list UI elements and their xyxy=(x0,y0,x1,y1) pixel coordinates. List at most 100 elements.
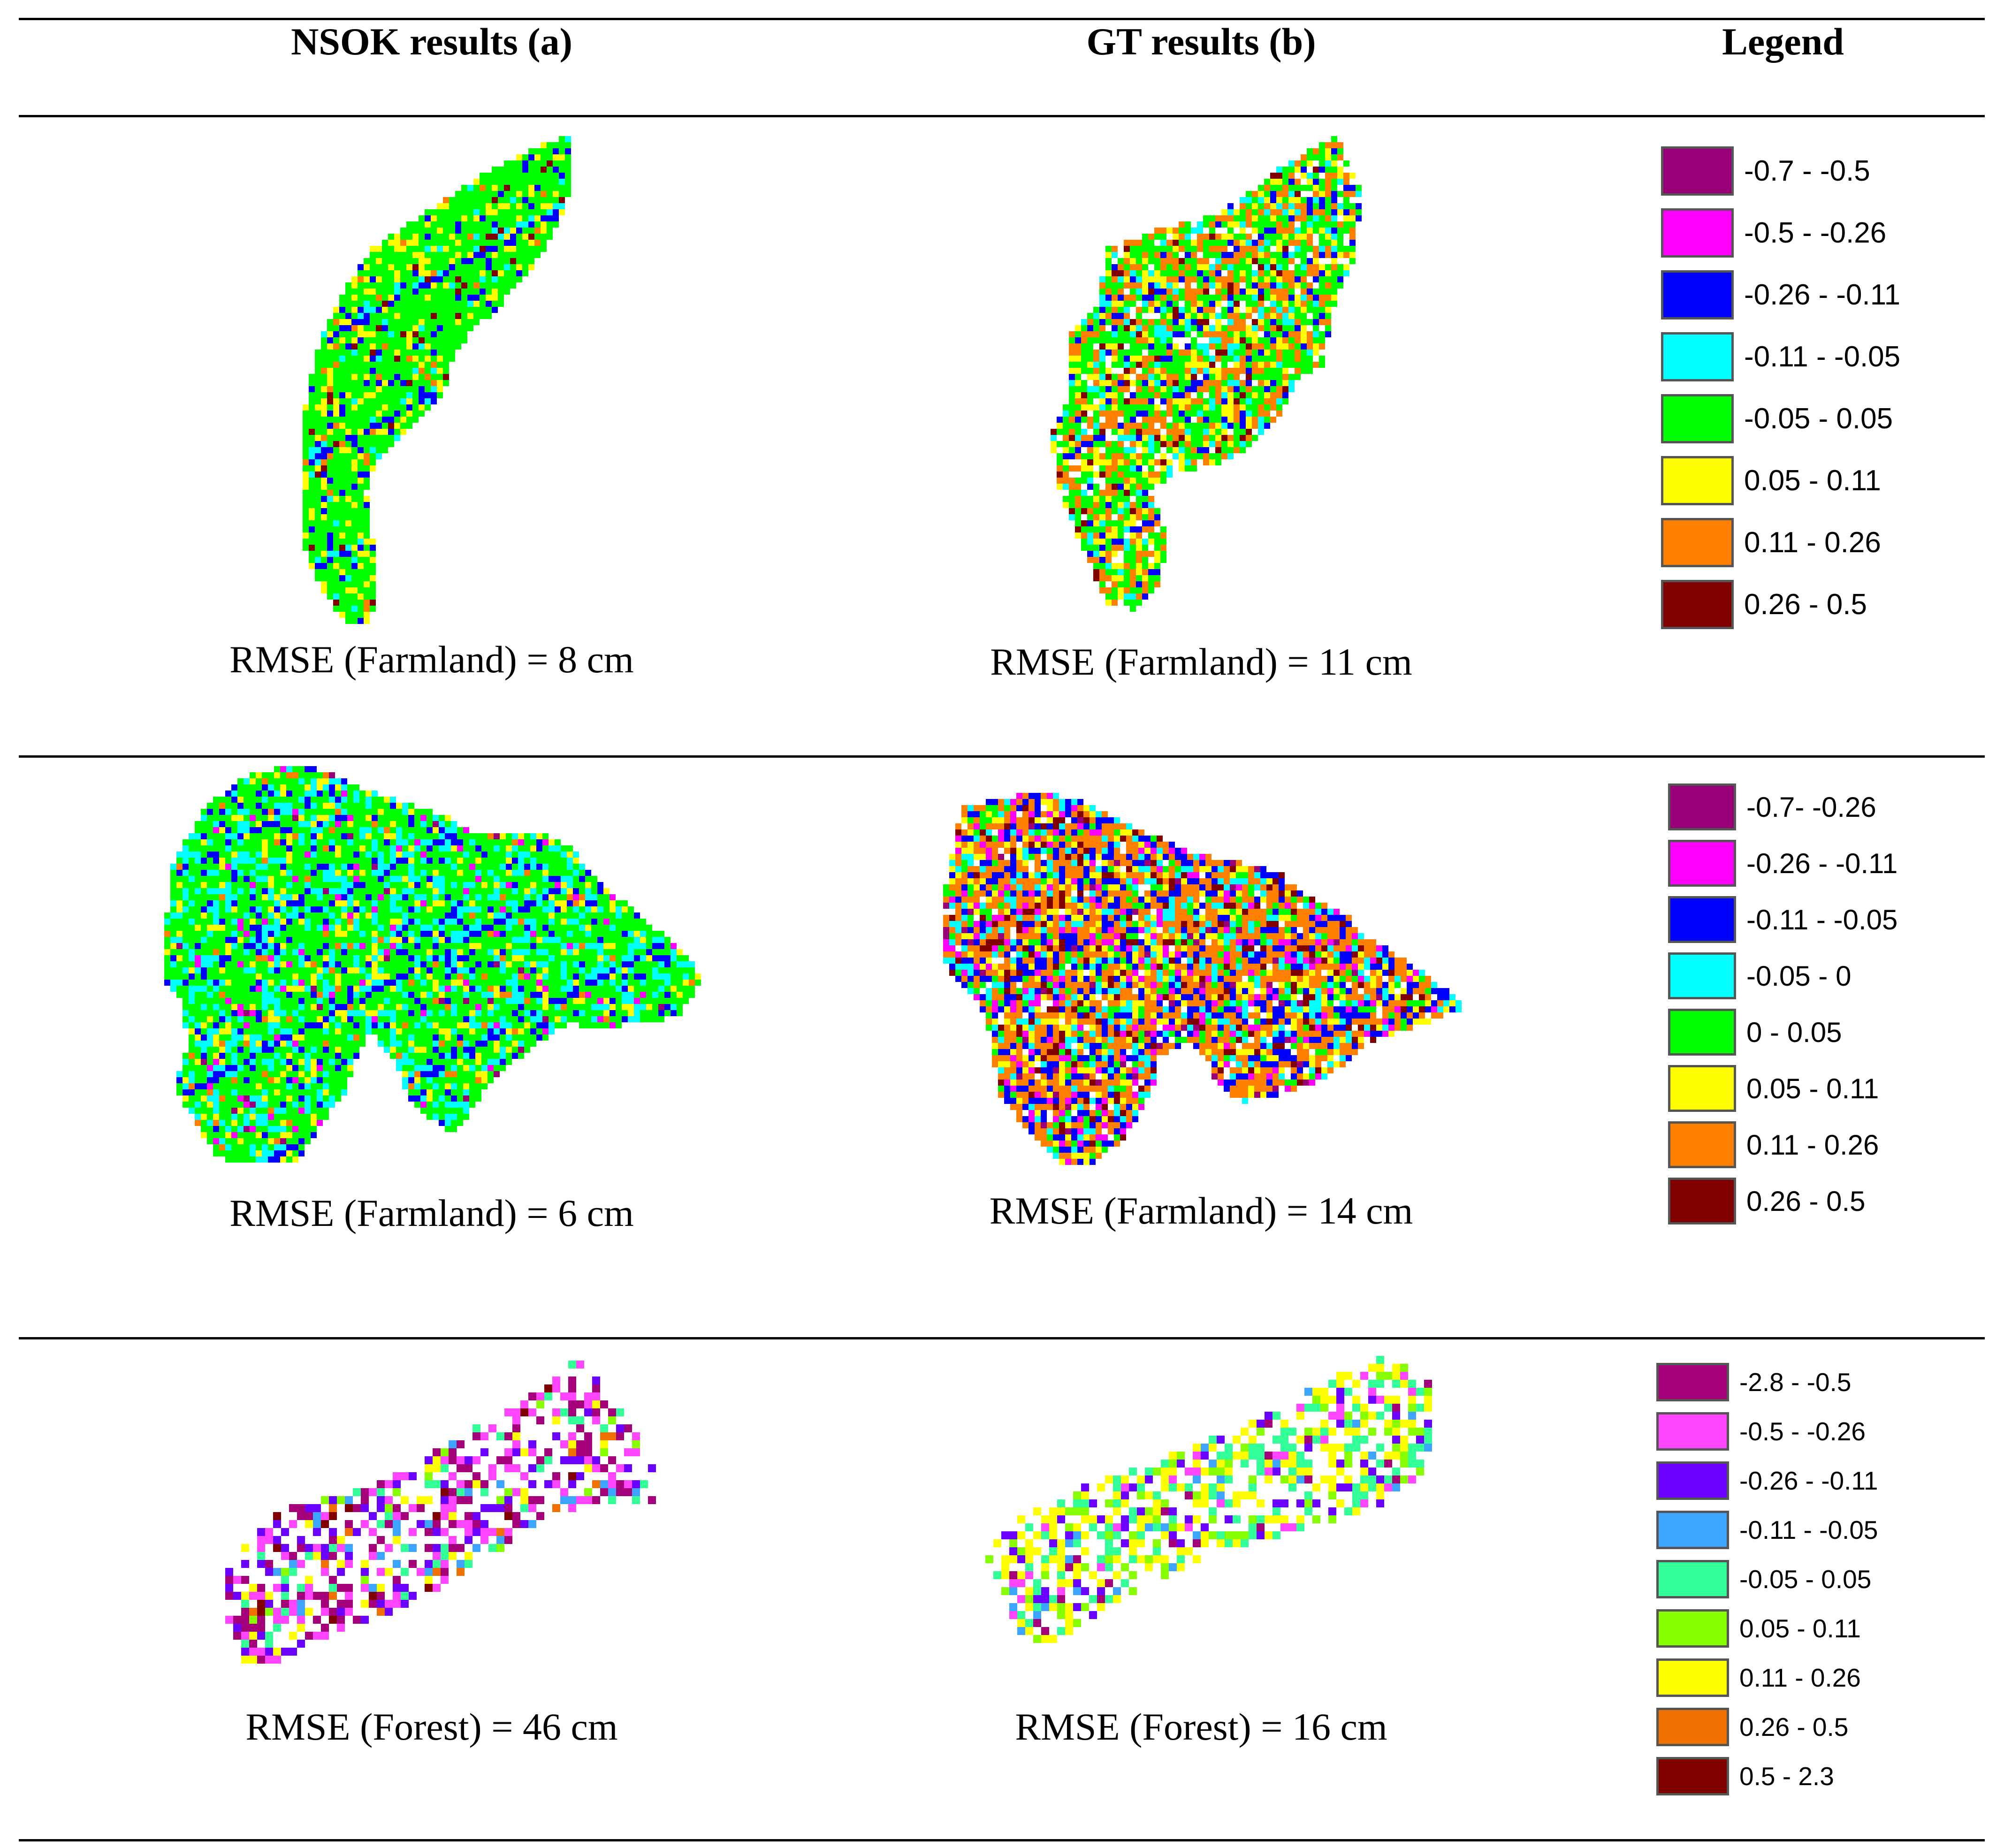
map-pixel xyxy=(1112,356,1118,362)
map-pixel xyxy=(431,325,437,331)
map-pixel xyxy=(1081,417,1087,423)
map-pixel xyxy=(298,803,305,809)
map-pixel xyxy=(475,870,481,876)
map-pixel xyxy=(250,925,256,931)
map-pixel xyxy=(329,821,335,827)
map-pixel xyxy=(420,858,427,864)
map-pixel xyxy=(358,557,364,563)
map-pixel xyxy=(1112,386,1118,392)
map-pixel xyxy=(358,295,364,301)
map-pixel xyxy=(372,894,378,900)
map-pixel xyxy=(494,858,500,864)
map-pixel xyxy=(1191,343,1197,350)
map-pixel xyxy=(311,949,317,955)
map-pixel xyxy=(364,618,370,624)
map-pixel xyxy=(406,362,412,368)
map-pixel xyxy=(1118,313,1124,319)
map-pixel xyxy=(268,803,274,809)
map-pixel xyxy=(364,404,370,411)
map-pixel xyxy=(1136,423,1142,429)
map-pixel xyxy=(512,919,518,925)
map-pixel xyxy=(323,858,329,864)
map-pixel xyxy=(1282,282,1288,289)
map-pixel xyxy=(317,815,323,821)
map-pixel xyxy=(1136,600,1142,606)
map-pixel xyxy=(1264,246,1270,252)
map-pixel xyxy=(1118,447,1124,453)
map-pixel xyxy=(1160,453,1166,459)
map-pixel xyxy=(1148,398,1154,404)
map-pixel xyxy=(323,931,329,937)
map-pixel xyxy=(1307,160,1313,167)
map-pixel xyxy=(475,833,481,839)
map-pixel xyxy=(1148,282,1154,289)
map-pixel xyxy=(463,949,469,955)
map-pixel xyxy=(394,411,400,417)
map-pixel xyxy=(394,258,400,264)
map-pixel xyxy=(1118,258,1124,264)
map-pixel xyxy=(1136,563,1142,569)
map-pixel xyxy=(333,600,339,606)
map-pixel xyxy=(359,839,366,845)
map-pixel xyxy=(1276,319,1282,325)
map-pixel xyxy=(549,864,555,870)
map-pixel xyxy=(427,821,433,827)
map-pixel xyxy=(176,888,183,894)
map-pixel xyxy=(225,803,231,809)
map-pixel xyxy=(1173,429,1179,435)
map-pixel xyxy=(1173,398,1179,404)
map-pixel xyxy=(364,447,370,453)
map-pixel xyxy=(1319,282,1325,289)
map-pixel xyxy=(406,313,412,319)
map-pixel xyxy=(323,900,329,906)
map-pixel xyxy=(1258,417,1264,423)
map-pixel xyxy=(475,925,481,931)
map-pixel xyxy=(516,203,522,209)
map-pixel xyxy=(333,490,339,496)
map-pixel xyxy=(1258,404,1264,411)
map-pixel xyxy=(1154,252,1160,258)
map-pixel xyxy=(500,943,506,949)
map-pixel xyxy=(1099,368,1105,374)
map-pixel xyxy=(303,465,309,472)
map-pixel xyxy=(1160,435,1166,441)
map-pixel xyxy=(370,600,376,606)
map-pixel xyxy=(406,392,412,398)
map-pixel xyxy=(347,821,353,827)
map-pixel xyxy=(1093,575,1099,581)
map-pixel xyxy=(1221,398,1227,404)
map-pixel xyxy=(388,240,394,246)
map-pixel xyxy=(1173,392,1179,398)
map-pixel xyxy=(376,447,382,453)
map-pixel xyxy=(516,276,522,282)
map-pixel xyxy=(1154,331,1160,337)
map-pixel xyxy=(1099,472,1105,478)
map-pixel xyxy=(1331,252,1337,258)
map-pixel xyxy=(500,913,506,919)
map-pixel xyxy=(528,185,534,191)
map-pixel xyxy=(309,532,315,539)
map-pixel xyxy=(339,301,345,307)
map-pixel xyxy=(339,429,345,435)
map-pixel xyxy=(1081,356,1087,362)
map-pixel xyxy=(467,325,473,331)
map-pixel xyxy=(547,179,553,185)
map-pixel xyxy=(1221,209,1227,215)
map-pixel xyxy=(1288,356,1295,362)
map-pixel xyxy=(329,833,335,839)
map-pixel xyxy=(1075,350,1081,356)
map-pixel xyxy=(1227,282,1234,289)
map-pixel xyxy=(1105,484,1112,490)
map-pixel xyxy=(1166,252,1173,258)
map-pixel xyxy=(1197,246,1203,252)
map-pixel xyxy=(443,209,449,215)
map-pixel xyxy=(1276,179,1282,185)
map-pixel xyxy=(1288,160,1295,167)
map-pixel xyxy=(412,398,419,404)
map-pixel xyxy=(1142,581,1148,587)
map-pixel xyxy=(170,900,176,906)
map-pixel xyxy=(317,894,323,900)
map-pixel xyxy=(1124,569,1130,575)
map-pixel xyxy=(1307,337,1313,343)
map-pixel xyxy=(335,876,341,882)
